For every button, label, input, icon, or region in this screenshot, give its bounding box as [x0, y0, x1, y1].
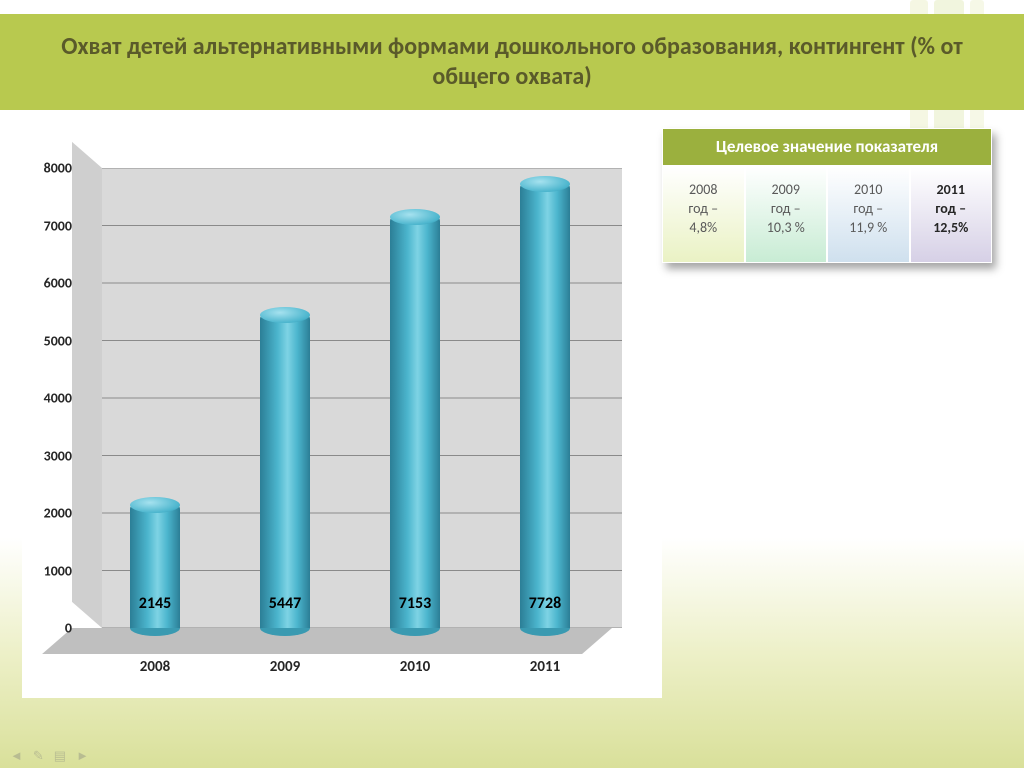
y-axis-label: 6000: [44, 275, 102, 292]
toolbar-next-icon[interactable]: ►: [76, 748, 89, 764]
toolbar-pen-icon[interactable]: ✎: [33, 749, 44, 764]
y-axis-label: 3000: [44, 447, 102, 464]
chart-panel: 0100020003000400050006000700080002145200…: [22, 128, 662, 698]
toolbar-prev-icon[interactable]: ◄: [10, 748, 23, 764]
slide-title: Охват детей альтернативными формами дошк…: [60, 32, 964, 92]
target-cell-2010: 2010 год – 11,9 %: [827, 166, 910, 263]
y-axis-label: 2000: [44, 505, 102, 522]
target-cell-2009: 2009 год – 10,3 %: [745, 166, 828, 263]
chart-sidewall: [72, 142, 102, 628]
y-axis-label: 8000: [44, 160, 102, 177]
target-row: 2008 год – 4,8% 2009 год – 10,3 % 2010 г…: [662, 166, 992, 263]
y-axis-label: 1000: [44, 562, 102, 579]
target-header: Целевое значение показателя: [662, 128, 992, 166]
x-axis-label: 2011: [530, 628, 560, 676]
target-cell-2008: 2008 год – 4,8%: [662, 166, 745, 263]
chart-plot-area: 0100020003000400050006000700080002145200…: [102, 168, 622, 628]
title-band: Охват детей альтернативными формами дошк…: [0, 14, 1024, 110]
x-axis-label: 2009: [270, 628, 300, 676]
x-axis-label: 2010: [400, 628, 430, 676]
toolbar-menu-icon[interactable]: ▤: [54, 749, 66, 764]
x-axis-label: 2008: [140, 628, 170, 676]
y-axis-label: 7000: [44, 217, 102, 234]
target-cell-2011: 2011 год – 12,5%: [910, 166, 993, 263]
y-axis-label: 5000: [44, 332, 102, 349]
presenter-toolbar: ◄ ✎ ▤ ►: [0, 744, 99, 768]
y-axis-label: 4000: [44, 390, 102, 407]
target-value-table: Целевое значение показателя 2008 год – 4…: [662, 128, 992, 263]
y-axis-label: 0: [65, 620, 102, 637]
